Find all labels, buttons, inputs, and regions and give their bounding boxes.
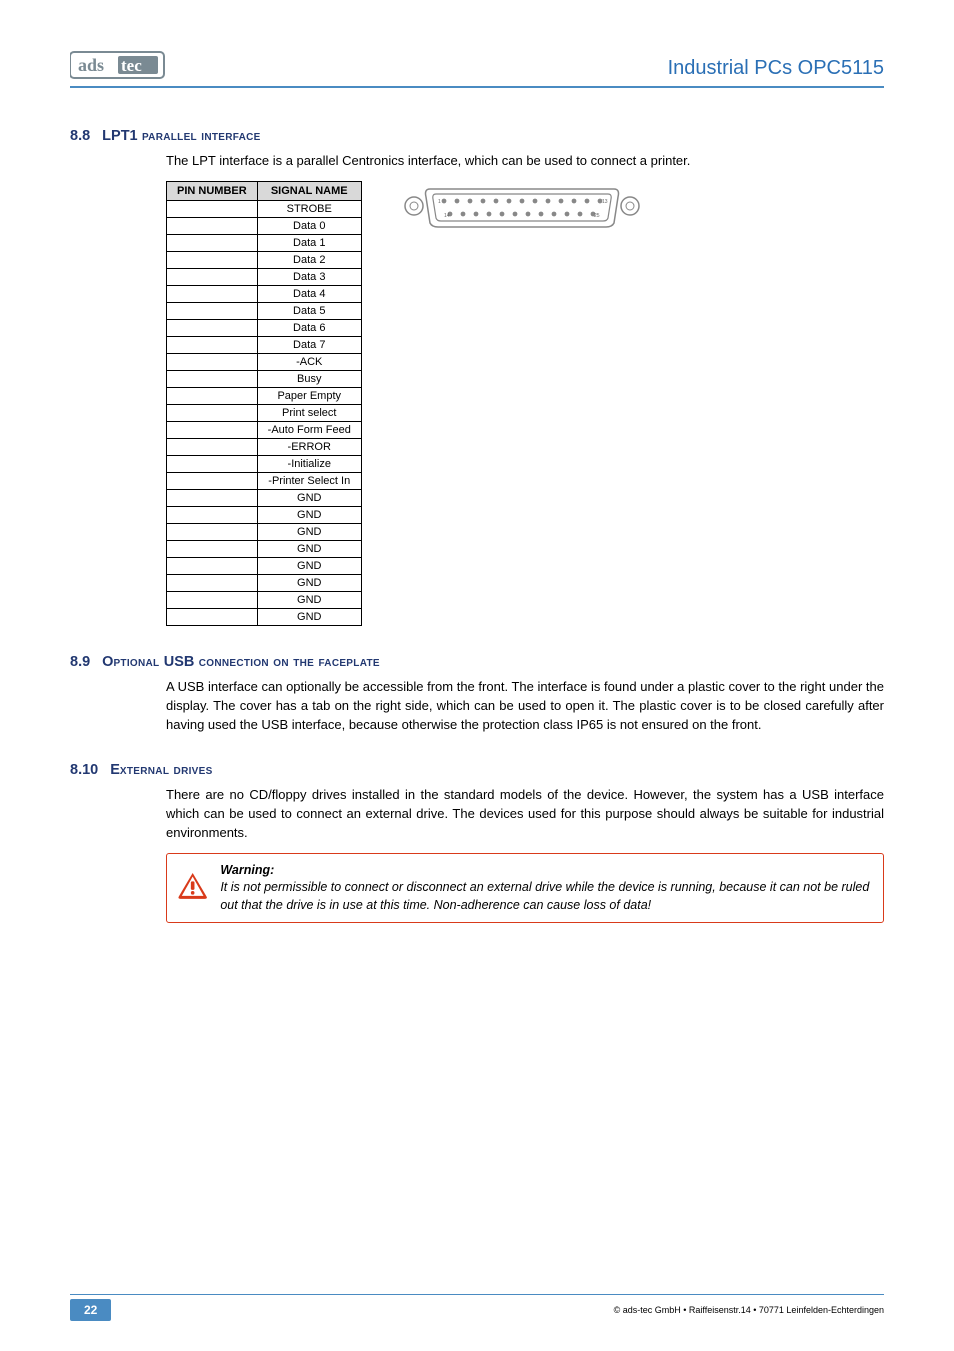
adstec-logo-icon: ads tec (70, 50, 166, 80)
db25-connector-icon: 1 13 14 25 (402, 183, 642, 229)
table-row: Busy (167, 370, 362, 387)
warning-box: Warning: It is not permissible to connec… (166, 853, 884, 924)
section-title: Optional USB connection on the faceplate (102, 654, 380, 670)
section-8-8: 8.8 LPT1 parallel interface The LPT inte… (70, 128, 884, 626)
warning-title: Warning: (220, 862, 873, 880)
table-row: GND (167, 557, 362, 574)
section-8-9: 8.9 Optional USB connection on the facep… (70, 654, 884, 735)
table-row: GND (167, 523, 362, 540)
doc-title: Industrial PCs OPC5115 (668, 57, 884, 80)
pin-table: PIN NUMBER SIGNAL NAME STROBEData 0Data … (166, 181, 362, 626)
svg-text:13: 13 (602, 199, 608, 205)
col-pin-number: PIN NUMBER (167, 181, 258, 200)
table-row: -Auto Form Feed (167, 421, 362, 438)
table-row: Data 0 (167, 217, 362, 234)
table-row: Data 4 (167, 285, 362, 302)
section-8-8-heading: 8.8 LPT1 parallel interface (70, 128, 884, 144)
page-header: ads tec Industrial PCs OPC5115 (70, 50, 884, 88)
section-8-8-intro: The LPT interface is a parallel Centroni… (166, 152, 884, 171)
svg-text:1: 1 (438, 199, 441, 205)
table-row: GND (167, 591, 362, 608)
footer-copyright: © ads-tec GmbH • Raiffeisenstr.14 • 7077… (614, 1305, 884, 1315)
table-row: Data 5 (167, 302, 362, 319)
logo: ads tec (70, 50, 166, 80)
table-row: -Initialize (167, 455, 362, 472)
table-header-row: PIN NUMBER SIGNAL NAME (167, 181, 362, 200)
section-number: 8.10 (70, 762, 98, 778)
warning-text: Warning: It is not permissible to connec… (220, 862, 873, 915)
table-row: -ACK (167, 353, 362, 370)
table-row: GND (167, 608, 362, 625)
section-8-10: 8.10 External drives There are no CD/flo… (70, 762, 884, 923)
table-row: GND (167, 489, 362, 506)
table-row: Data 3 (167, 268, 362, 285)
svg-text:14: 14 (444, 213, 450, 219)
section-number: 8.8 (70, 128, 90, 144)
section-8-9-heading: 8.9 Optional USB connection on the facep… (70, 654, 884, 670)
table-row: Data 1 (167, 234, 362, 251)
table-row: GND (167, 540, 362, 557)
col-signal-name: SIGNAL NAME (257, 181, 361, 200)
table-row: Data 6 (167, 319, 362, 336)
warning-icon (177, 862, 208, 908)
page-number: 22 (70, 1299, 111, 1321)
footer-rule (70, 1294, 884, 1295)
section-title: LPT1 parallel interface (102, 128, 260, 144)
table-row: Paper Empty (167, 387, 362, 404)
table-row: Data 7 (167, 336, 362, 353)
section-title: External drives (110, 762, 212, 778)
table-row: -ERROR (167, 438, 362, 455)
table-row: -Printer Select In (167, 472, 362, 489)
table-row: GND (167, 506, 362, 523)
table-row: STROBE (167, 200, 362, 217)
table-row: Data 2 (167, 251, 362, 268)
page-footer: 22 © ads-tec GmbH • Raiffeisenstr.14 • 7… (70, 1299, 884, 1321)
section-8-9-body: A USB interface can optionally be access… (166, 678, 884, 735)
section-number: 8.9 (70, 654, 90, 670)
svg-text:tec: tec (121, 56, 142, 75)
section-8-10-body: There are no CD/floppy drives installed … (166, 786, 884, 843)
section-8-10-heading: 8.10 External drives (70, 762, 884, 778)
table-row: GND (167, 574, 362, 591)
warning-body: It is not permissible to connect or disc… (220, 879, 873, 914)
table-row: Print select (167, 404, 362, 421)
svg-text:ads: ads (78, 55, 104, 75)
svg-text:25: 25 (594, 213, 600, 219)
